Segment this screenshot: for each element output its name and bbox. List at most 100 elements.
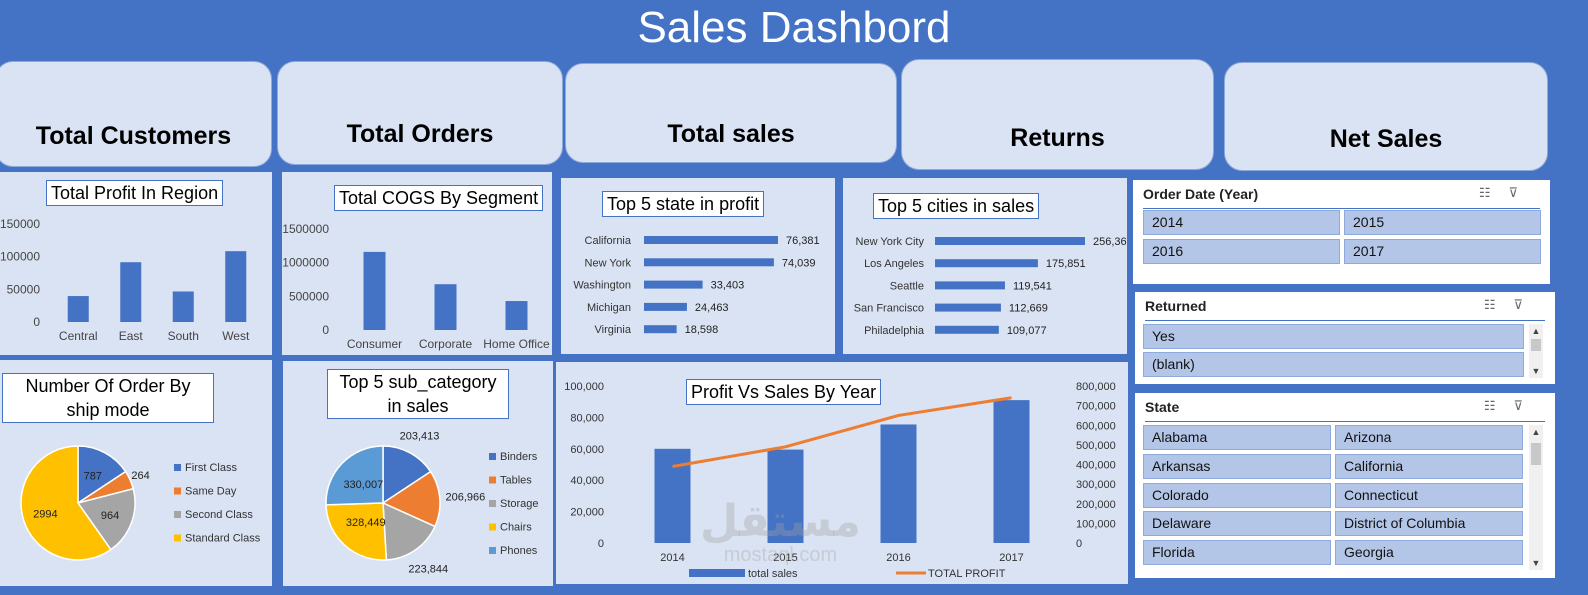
data-label: 264 — [131, 470, 149, 482]
profit-vs-sales-panel: 100,000 80,000 60,000 40,000 20,000 0 800,000 7… — [556, 362, 1128, 584]
panel-title: Top 5 cities in sales — [873, 193, 1040, 219]
bar — [767, 449, 804, 543]
y2-tick-label: 100,000 — [1076, 518, 1116, 530]
cogs-segment-chart: 1500000 1000000 500000 0 Consumer Corporate Ho… — [282, 222, 550, 351]
y2-tick-label: 0 — [1076, 538, 1082, 550]
bar — [935, 237, 1085, 245]
slicer-scrollbar[interactable]: ▲ ▼ — [1529, 425, 1543, 570]
clear-filter-icon[interactable]: ⊽ — [1513, 297, 1541, 312]
city-sales-panel: New York City 256,368 Los Angeles 175,851 Se… — [843, 178, 1127, 354]
category-label: California — [585, 235, 632, 247]
panel-title: Number Of Order By ship mode — [2, 373, 214, 423]
y-tick-label: 100000 — [0, 250, 40, 264]
category-label: Michigan — [587, 302, 631, 314]
legend-label: Second Class — [185, 509, 253, 521]
legend-label: Same Day — [185, 486, 237, 498]
slicer-item[interactable]: Connecticut — [1335, 483, 1523, 508]
legend-swatch — [174, 487, 181, 495]
slicer-title: Order Date (Year) — [1143, 186, 1259, 202]
slicer-item[interactable]: 2017 — [1344, 239, 1541, 264]
slicer-item[interactable]: Arkansas — [1143, 454, 1331, 479]
pie-slice — [77, 445, 127, 505]
data-label: 76,381 — [786, 235, 820, 247]
watermark-text: مستقل — [700, 496, 861, 547]
legend-swatch — [689, 569, 745, 577]
category-label: Los Angeles — [864, 258, 924, 270]
slicer-item[interactable]: Arizona — [1335, 425, 1523, 450]
scroll-down-icon[interactable]: ▼ — [1531, 558, 1541, 568]
legend-swatch — [489, 547, 496, 554]
legend-label: Standard Class — [185, 533, 261, 545]
data-label: 206,966 — [446, 491, 486, 503]
scroll-down-icon[interactable]: ▼ — [1531, 366, 1541, 376]
panel-title: Profit Vs Sales By Year — [686, 379, 882, 405]
y-tick-label: 0 — [598, 538, 604, 550]
shipmode-pie-chart: 787 264 964 2994 First Class Same Day Second C… — [20, 445, 261, 561]
slicer-item[interactable]: 2014 — [1143, 210, 1340, 235]
scroll-up-icon[interactable]: ▲ — [1531, 427, 1541, 437]
data-label: 74,039 — [782, 257, 816, 269]
bar — [644, 280, 703, 289]
x-tick-label: South — [168, 329, 199, 343]
data-label: 787 — [84, 470, 102, 482]
slicer-item[interactable]: Florida — [1143, 540, 1331, 565]
profit-line — [672, 396, 1012, 468]
data-label: 33,403 — [711, 280, 745, 292]
kpi-label: Total Customers — [35, 122, 232, 150]
slicer-item[interactable]: 2015 — [1344, 210, 1541, 235]
panel-title: Total Profit In Region — [46, 180, 224, 206]
legend-swatch — [174, 534, 181, 542]
data-label: 112,669 — [1009, 303, 1048, 315]
slicer-item[interactable]: (blank) — [1143, 352, 1524, 377]
kpi-net-sales: Net Sales — [1224, 62, 1548, 171]
legend-label: Binders — [500, 451, 538, 463]
legend-label: First Class — [185, 462, 237, 474]
y-tick-label: 20,000 — [570, 507, 604, 519]
category-label: Seattle — [890, 280, 924, 292]
legend-label: Storage — [500, 498, 539, 510]
bar — [644, 236, 778, 244]
multi-select-icon[interactable]: ☷ — [1483, 297, 1514, 312]
slicer-item[interactable]: California — [1335, 454, 1523, 479]
data-label: 964 — [101, 510, 119, 522]
category-label: San Francisco — [854, 303, 924, 315]
slicer-item[interactable]: 2016 — [1143, 239, 1340, 264]
watermark: مستقل mostaql.com — [700, 500, 861, 567]
pie-slice — [20, 445, 112, 561]
bar — [644, 258, 774, 267]
dashboard-title: Sales Dashbord — [637, 3, 951, 52]
slicer-item[interactable]: Yes — [1143, 324, 1524, 349]
pie-slice — [382, 501, 436, 561]
multi-select-icon[interactable]: ☷ — [1478, 185, 1509, 200]
slicer-scrollbar[interactable]: ▲ ▼ — [1529, 324, 1543, 378]
y-tick-label: 40,000 — [570, 475, 604, 487]
kpi-total-customers: Total Customers — [0, 61, 272, 167]
slicer-item[interactable]: Georgia — [1335, 540, 1523, 565]
x-tick-label: Corporate — [419, 337, 473, 351]
scroll-up-icon[interactable]: ▲ — [1531, 326, 1541, 336]
clear-filter-icon[interactable]: ⊽ — [1508, 185, 1536, 200]
bar — [505, 301, 528, 330]
bar — [225, 251, 247, 322]
y-tick-label: 500000 — [289, 289, 329, 303]
multi-select-icon[interactable]: ☷ — [1483, 398, 1514, 413]
slicer-item[interactable]: Colorado — [1143, 483, 1331, 508]
state-profit-chart: California 76,381 New York 74,039 Washington… — [573, 235, 820, 336]
subcategory-panel: 203,413 206,966 223,844 328,449 330,007 Binde… — [283, 361, 553, 586]
x-tick-label: 2017 — [999, 552, 1023, 564]
bar — [172, 291, 194, 322]
legend-swatch — [174, 511, 181, 518]
legend-swatch — [489, 523, 496, 531]
bar — [120, 262, 142, 322]
slicer-item[interactable]: District of Columbia — [1335, 511, 1523, 536]
slicer-item[interactable]: Alabama — [1143, 425, 1331, 450]
bar — [935, 281, 1005, 290]
legend-swatch — [489, 453, 496, 460]
legend-swatch — [174, 464, 181, 471]
panel-title: Top 5 state in profit — [602, 191, 765, 217]
data-label: 175,851 — [1046, 258, 1086, 270]
category-label: Philadelphia — [864, 325, 925, 337]
state-profit-panel: California 76,381 New York 74,039 Washington… — [561, 178, 835, 354]
slicer-item[interactable]: Delaware — [1143, 511, 1331, 536]
clear-filter-icon[interactable]: ⊽ — [1513, 398, 1541, 413]
